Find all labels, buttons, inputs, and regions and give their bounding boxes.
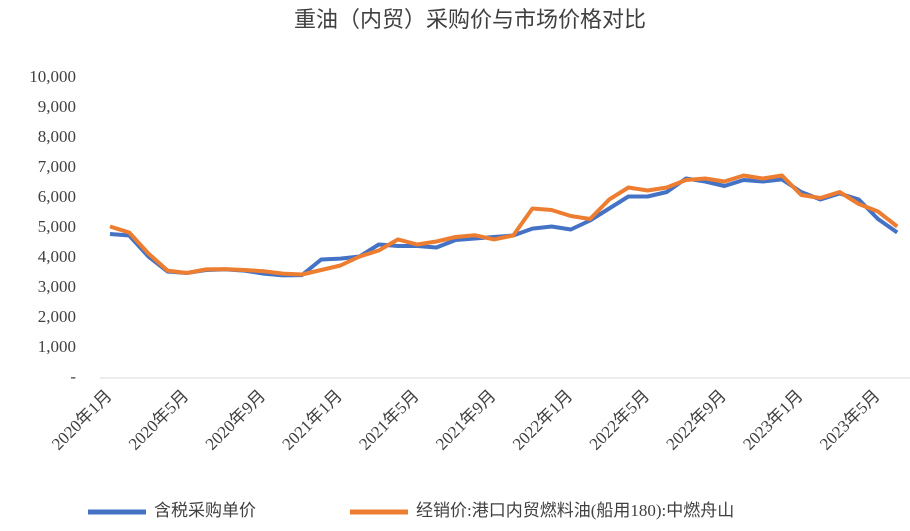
legend-label: 含税采购单价 bbox=[154, 501, 256, 520]
x-tick-label: 2021年1月 bbox=[278, 386, 346, 454]
y-tick-label: 2,000 bbox=[38, 307, 76, 326]
y-tick-label: 10,000 bbox=[29, 67, 76, 86]
y-tick-label: 6,000 bbox=[38, 187, 76, 206]
y-tick-label: 8,000 bbox=[38, 127, 76, 146]
x-tick-label: 2020年1月 bbox=[48, 386, 116, 454]
y-tick-label: 5,000 bbox=[38, 217, 76, 236]
y-tick-label: 3,000 bbox=[38, 277, 76, 296]
y-tick-label: 1,000 bbox=[38, 337, 76, 356]
y-tick-label: 7,000 bbox=[38, 157, 76, 176]
series-line bbox=[109, 173, 899, 277]
x-tick-label: 2021年9月 bbox=[432, 386, 500, 454]
series-line bbox=[109, 176, 899, 278]
x-tick-label: 2022年1月 bbox=[509, 386, 577, 454]
y-tick-label: 9,000 bbox=[38, 97, 76, 116]
chart-title: 重油（内贸）采购价与市场价格对比 bbox=[294, 7, 646, 32]
x-tick-label: 2020年9月 bbox=[202, 386, 270, 454]
x-tick-label: 2022年5月 bbox=[586, 386, 654, 454]
x-tick-label: 2020年5月 bbox=[125, 386, 193, 454]
x-tick-label: 2023年1月 bbox=[739, 386, 807, 454]
x-tick-label: 2021年5月 bbox=[355, 386, 423, 454]
y-tick-label: 4,000 bbox=[38, 247, 76, 266]
y-tick-label: - bbox=[70, 367, 76, 386]
x-tick-label: 2023年5月 bbox=[816, 386, 884, 454]
x-tick-label: 2022年9月 bbox=[662, 386, 730, 454]
legend-label: 经销价:港口内贸燃料油(船用180):中燃舟山 bbox=[416, 501, 734, 520]
